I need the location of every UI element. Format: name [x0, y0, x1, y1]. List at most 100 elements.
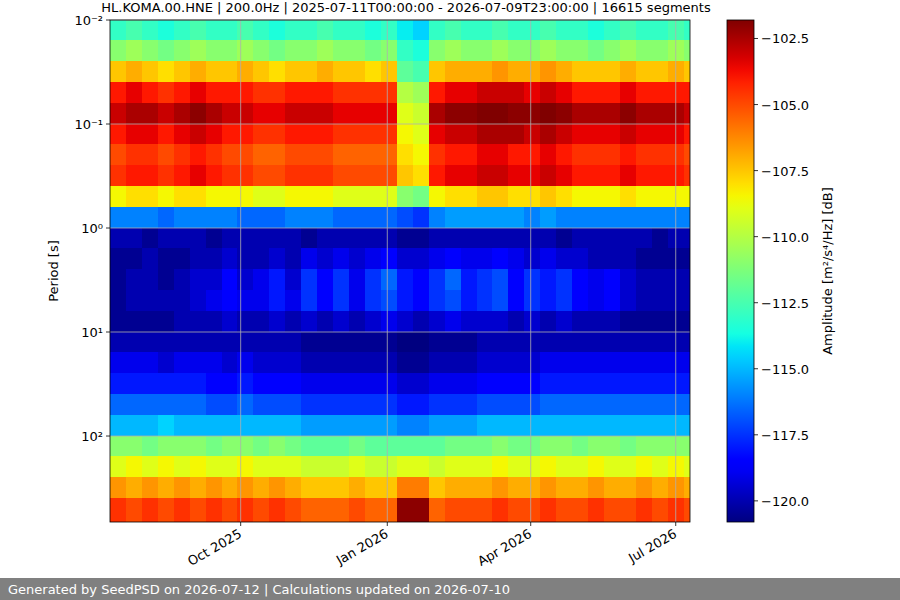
cell — [142, 144, 159, 166]
cell — [604, 165, 621, 186]
cell — [269, 144, 286, 166]
cell — [174, 165, 191, 186]
cell — [253, 436, 270, 457]
cell — [110, 373, 127, 394]
cell — [237, 228, 254, 249]
cell — [492, 40, 509, 62]
cell — [142, 165, 159, 186]
cell — [285, 61, 302, 82]
cell — [190, 477, 207, 498]
cell — [492, 311, 509, 332]
cell — [126, 124, 143, 145]
cell — [222, 144, 239, 166]
cell — [508, 20, 525, 41]
cell — [365, 20, 382, 41]
cell — [349, 477, 366, 498]
cell — [540, 436, 557, 457]
cell — [636, 248, 653, 270]
cell — [333, 61, 350, 82]
cell — [317, 186, 334, 207]
tick — [754, 500, 758, 501]
cell — [285, 40, 302, 62]
cell — [461, 436, 478, 457]
cell — [174, 248, 191, 270]
cell — [556, 186, 573, 207]
cell — [556, 103, 573, 124]
tick-label: Jan 2026 — [333, 526, 391, 568]
tick — [754, 434, 758, 435]
cell — [397, 20, 414, 41]
cell — [684, 186, 690, 207]
cell — [652, 498, 669, 522]
cell — [572, 124, 589, 145]
cell — [636, 61, 653, 82]
cell — [317, 394, 334, 415]
cell — [269, 332, 286, 353]
tick — [387, 522, 388, 526]
grid-line — [387, 20, 388, 522]
tick-label: 10¹ — [81, 325, 103, 340]
cell — [636, 165, 653, 186]
cell — [684, 373, 690, 394]
cell — [620, 269, 637, 290]
cell — [158, 61, 175, 82]
cell — [174, 228, 191, 249]
cell — [604, 290, 621, 311]
cell — [365, 40, 382, 62]
cell — [572, 103, 589, 124]
cell — [110, 40, 127, 62]
cell — [397, 165, 414, 186]
cell — [253, 394, 270, 415]
cell — [110, 332, 127, 353]
cell — [397, 456, 414, 478]
cell — [237, 40, 254, 62]
cell — [397, 40, 414, 62]
cell — [317, 40, 334, 62]
cell — [572, 186, 589, 207]
cell — [206, 61, 223, 82]
cell — [126, 290, 143, 311]
cell — [237, 82, 254, 103]
cell — [206, 165, 223, 186]
cell — [190, 103, 207, 124]
cell — [317, 352, 334, 374]
cell — [142, 394, 159, 415]
cell — [285, 228, 302, 249]
cell — [381, 436, 398, 457]
cell — [237, 207, 254, 228]
cell — [110, 186, 127, 207]
cell — [110, 311, 127, 332]
cell — [445, 103, 462, 124]
cell — [174, 332, 191, 353]
footer-bar — [0, 578, 900, 600]
cell — [285, 311, 302, 332]
cell — [301, 456, 318, 478]
cell — [349, 82, 366, 103]
cell — [508, 61, 525, 82]
cell — [349, 165, 366, 186]
cell — [556, 40, 573, 62]
grid-line — [110, 332, 690, 333]
cell — [365, 373, 382, 394]
cell — [636, 332, 653, 353]
cell — [381, 352, 398, 374]
cell — [349, 61, 366, 82]
cell — [126, 40, 143, 62]
tick — [530, 522, 531, 526]
cell — [604, 20, 621, 41]
cell — [492, 144, 509, 166]
cell — [492, 415, 509, 436]
cell — [652, 20, 669, 41]
cell — [684, 394, 690, 415]
cell — [461, 228, 478, 249]
cell — [190, 207, 207, 228]
cell — [652, 82, 669, 103]
cell — [492, 207, 509, 228]
cell — [492, 394, 509, 415]
cell — [158, 373, 175, 394]
cell — [269, 311, 286, 332]
cell — [461, 477, 478, 498]
cell — [349, 415, 366, 436]
cell — [636, 373, 653, 394]
tick — [240, 522, 241, 526]
